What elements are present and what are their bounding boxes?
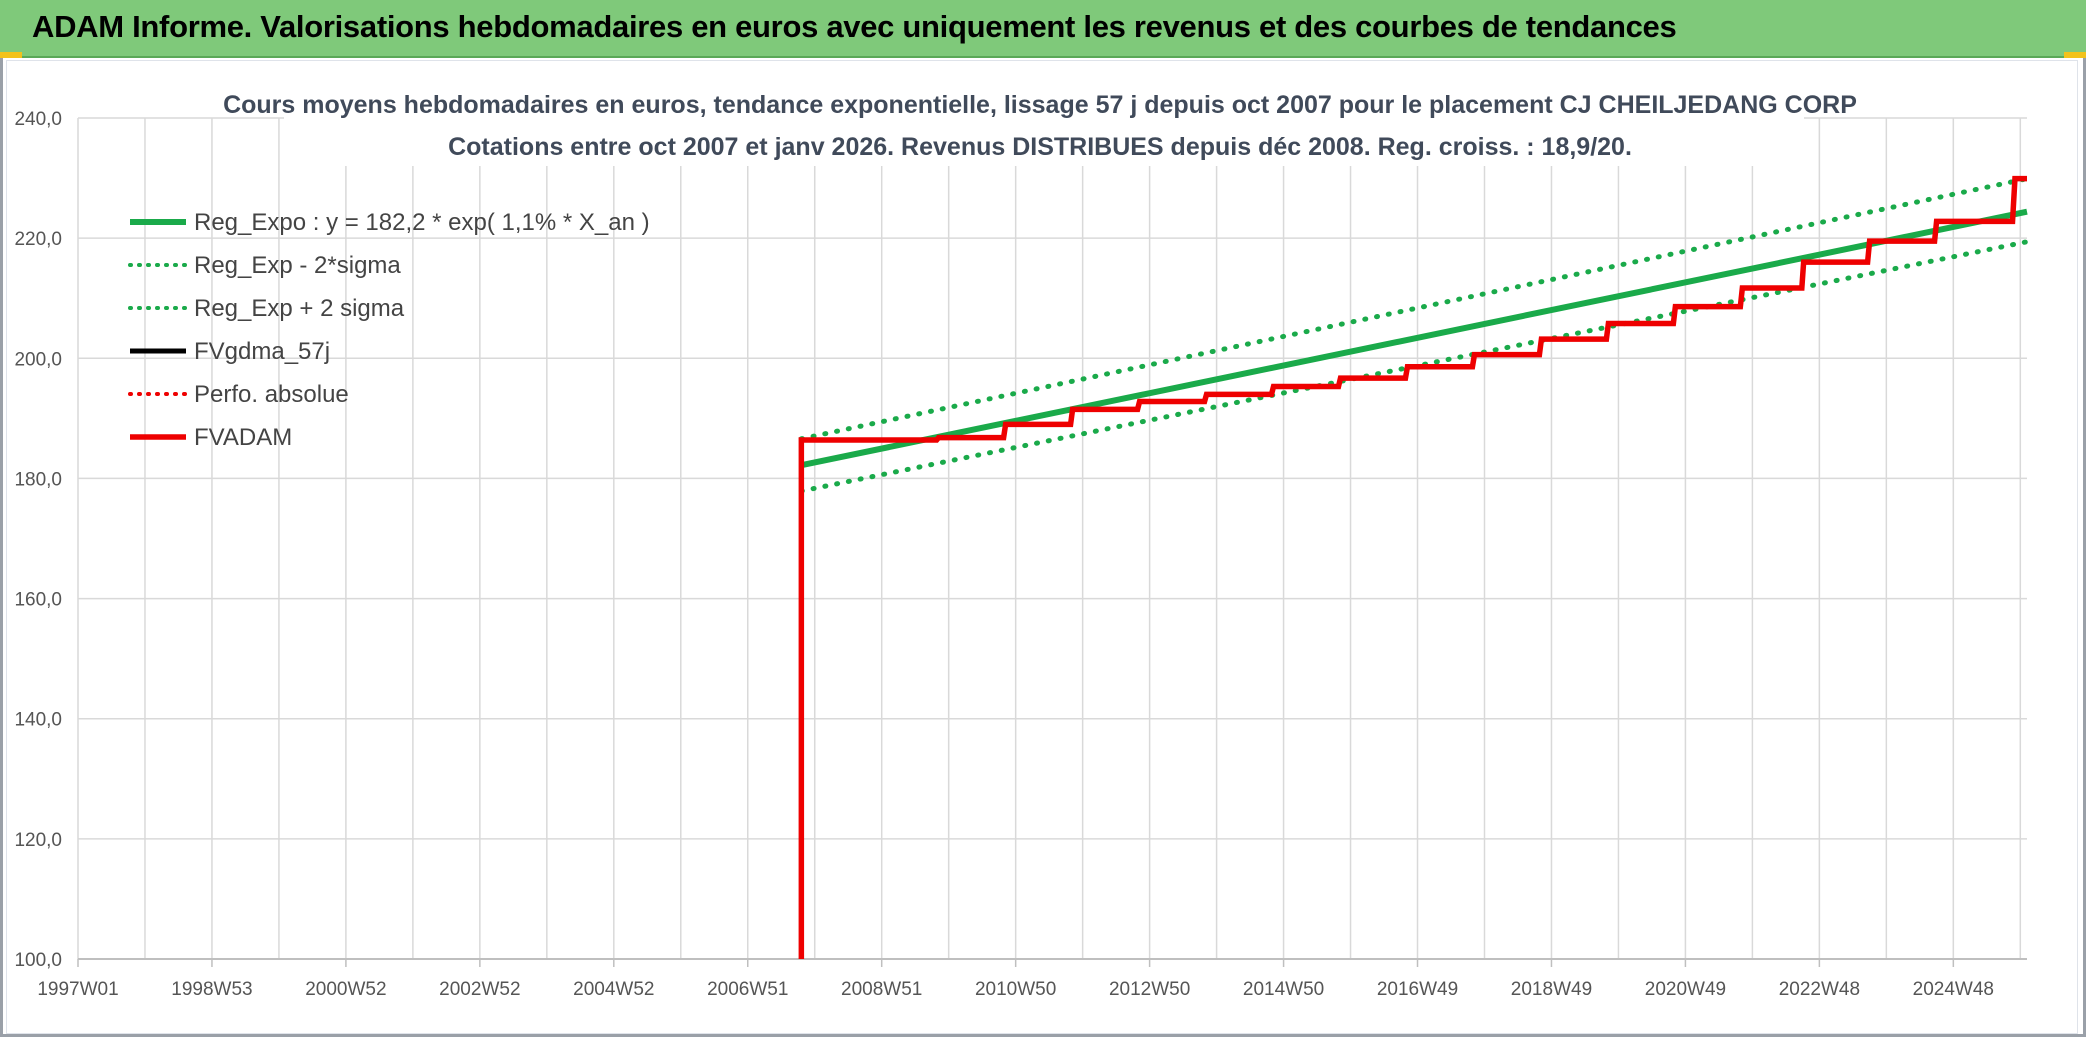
corner-marker-left bbox=[0, 52, 22, 58]
report-banner: ADAM Informe. Valorisations hebdomadaire… bbox=[0, 0, 2086, 58]
legend-label: Reg_Expo : y = 182,2 * exp( 1,1% * X_an … bbox=[194, 209, 650, 236]
x-tick-label: 2008W51 bbox=[841, 979, 922, 1000]
title-backdrop bbox=[284, 84, 1804, 166]
x-tick-label: 2002W52 bbox=[439, 979, 520, 1000]
y-tick-label: 140,0 bbox=[14, 710, 62, 731]
legend-label: FVADAM bbox=[194, 424, 292, 451]
legend-label: FVgdma_57j bbox=[194, 338, 330, 365]
x-tick-label: 2020W49 bbox=[1645, 979, 1726, 1000]
axes: 240,0 220,0 200,0 180,0 160,0 140,0 120,0 100,0… bbox=[14, 109, 2027, 1000]
series-line-5 bbox=[798, 175, 2027, 959]
x-tick-label: 2010W50 bbox=[975, 979, 1056, 1000]
x-tick-label: 1997W01 bbox=[37, 979, 118, 1000]
legend-label: Reg_Exp + 2 sigma bbox=[194, 295, 405, 322]
legend-label: Reg_Exp - 2*sigma bbox=[194, 252, 401, 279]
x-tick-label: 2018W49 bbox=[1511, 979, 1592, 1000]
y-tick-label: 240,0 bbox=[14, 109, 62, 130]
series-group bbox=[798, 175, 2030, 959]
x-tick-label: 1998W53 bbox=[171, 979, 252, 1000]
x-tick-label: 2014W50 bbox=[1243, 979, 1324, 1000]
corner-marker-right bbox=[2064, 52, 2086, 58]
chart-title: Cours moyens hebdomadaires en euros, ten… bbox=[223, 91, 1857, 119]
report-title: ADAM Informe. Valorisations hebdomadaire… bbox=[32, 9, 1677, 44]
y-tick-label: 160,0 bbox=[14, 590, 62, 611]
x-tick-label: 2006W51 bbox=[707, 979, 788, 1000]
series-line-0 bbox=[800, 208, 2028, 469]
grid bbox=[77, 117, 2027, 960]
series-line-2 bbox=[798, 176, 2030, 442]
x-tick-label: 2004W52 bbox=[573, 979, 654, 1000]
x-tick-label: 2024W48 bbox=[1913, 979, 1994, 1000]
y-tick-label: 180,0 bbox=[14, 469, 62, 490]
x-tick-label: 2012W50 bbox=[1109, 979, 1190, 1000]
x-tick-label: 2016W49 bbox=[1377, 979, 1458, 1000]
x-tick-label: 2000W52 bbox=[305, 979, 386, 1000]
y-tick-label: 100,0 bbox=[14, 950, 62, 971]
legend-label: Perfo. absolue bbox=[194, 381, 349, 408]
chart-panel bbox=[6, 60, 2078, 1034]
x-tick-label: 2022W48 bbox=[1779, 979, 1860, 1000]
y-tick-label: 200,0 bbox=[14, 349, 62, 370]
y-tick-label: 120,0 bbox=[14, 830, 62, 851]
chart-subtitle: Cotations entre oct 2007 et janv 2026. R… bbox=[448, 133, 1632, 161]
y-tick-label: 220,0 bbox=[14, 229, 62, 250]
legend: Reg_Expo : y = 182,2 * exp( 1,1% * X_an … bbox=[128, 209, 650, 451]
